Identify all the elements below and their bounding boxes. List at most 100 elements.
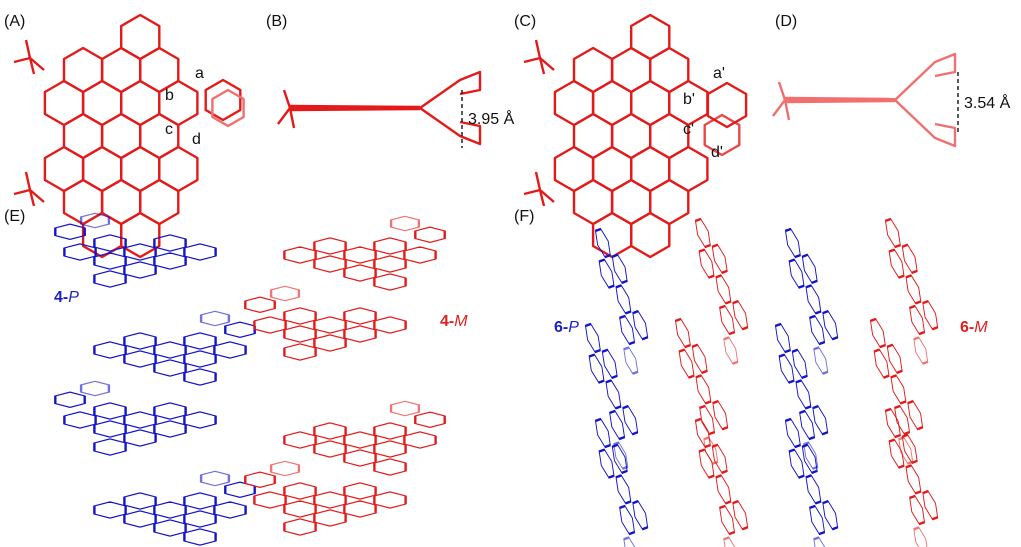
ring	[313, 440, 347, 458]
ring	[594, 417, 611, 449]
molecule	[244, 285, 407, 361]
ring	[711, 443, 728, 474]
ring	[373, 422, 407, 440]
bond	[419, 107, 482, 146]
ring	[791, 348, 808, 379]
bond	[282, 89, 292, 109]
ring	[615, 474, 632, 505]
ring	[822, 500, 839, 531]
ring	[703, 113, 741, 157]
ring	[93, 341, 127, 359]
bond	[894, 99, 957, 148]
atom-label: b'	[683, 91, 695, 108]
ring	[81, 211, 123, 259]
ring	[611, 253, 628, 284]
ring	[283, 325, 317, 343]
bond	[783, 99, 791, 121]
ring	[343, 431, 377, 449]
ring	[123, 411, 157, 429]
ring	[890, 374, 907, 405]
molecule	[594, 227, 649, 375]
ring	[373, 316, 407, 334]
distance-label: 3.95 Å	[468, 109, 515, 128]
ring	[123, 510, 157, 528]
ring	[723, 336, 739, 365]
ring	[403, 431, 437, 449]
ring	[698, 248, 715, 279]
ring	[898, 436, 914, 465]
ring	[313, 255, 347, 273]
ring	[414, 411, 446, 428]
molecule	[54, 212, 217, 288]
molecule	[694, 217, 749, 365]
molecule	[54, 380, 217, 456]
ring	[313, 422, 347, 440]
ring	[803, 441, 819, 470]
distance-label: 3.54 Å	[964, 93, 1011, 112]
enantiomer-label: 6-M	[960, 319, 988, 336]
ring	[706, 81, 748, 129]
molecule	[584, 322, 639, 470]
ring	[719, 504, 736, 536]
ring	[253, 491, 287, 509]
atom-label: b	[165, 87, 174, 104]
ring	[373, 458, 407, 476]
ring	[901, 243, 918, 274]
bond	[13, 188, 45, 203]
ring	[283, 307, 317, 325]
ring	[801, 443, 818, 474]
ring	[694, 417, 711, 449]
ring	[93, 252, 127, 270]
atom-label: d	[192, 131, 201, 148]
molecule	[774, 322, 829, 470]
ring	[873, 348, 890, 379]
bond	[534, 39, 542, 59]
ring	[784, 227, 801, 259]
ring	[901, 433, 918, 464]
panel-label: (D)	[775, 13, 797, 30]
ring	[373, 440, 407, 458]
ring	[594, 227, 611, 259]
ring	[922, 300, 939, 331]
ring	[913, 336, 929, 365]
ring	[313, 491, 347, 509]
ring	[313, 509, 347, 527]
ring	[54, 223, 86, 240]
bond	[894, 52, 957, 101]
ring	[54, 391, 86, 408]
panel-label: (B)	[266, 13, 287, 30]
ring	[153, 359, 187, 377]
bond	[784, 99, 896, 104]
molecule	[884, 407, 939, 547]
ring	[343, 500, 377, 518]
ring	[812, 405, 829, 436]
bond	[28, 57, 36, 75]
atom-label: c	[165, 121, 173, 138]
ring	[93, 234, 127, 252]
ring	[894, 404, 911, 436]
ring	[613, 441, 629, 470]
ring	[712, 400, 729, 431]
ring	[373, 237, 407, 255]
molecule	[869, 317, 924, 465]
ring	[183, 411, 217, 429]
label-bg	[194, 64, 208, 82]
ring	[283, 343, 317, 361]
ring	[888, 248, 905, 279]
ring	[907, 400, 924, 431]
ring	[774, 322, 791, 354]
ring	[343, 307, 377, 325]
ring	[123, 429, 157, 447]
bond	[288, 107, 296, 129]
atom-label: d'	[711, 144, 723, 161]
ring	[373, 491, 407, 509]
ring	[922, 490, 939, 521]
ring	[678, 348, 695, 379]
ring	[809, 314, 826, 346]
ring	[778, 353, 795, 384]
ring	[373, 255, 407, 273]
ring	[123, 332, 157, 350]
ring	[886, 343, 903, 374]
ring	[799, 409, 816, 441]
ring	[884, 407, 901, 439]
